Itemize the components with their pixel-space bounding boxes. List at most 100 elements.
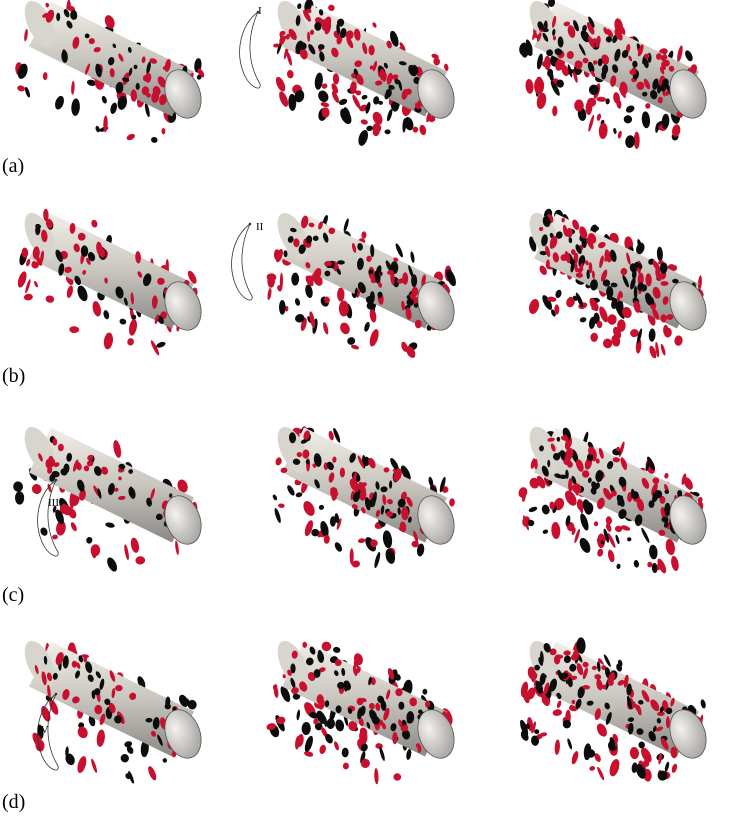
vortex-blob (346, 336, 356, 346)
vortex-blob (551, 522, 561, 540)
vortex-blob (378, 746, 386, 761)
vortex-blob (275, 457, 283, 467)
vortex-blob (664, 473, 670, 479)
vortex-blob (627, 537, 632, 542)
panel-label: (c) (2, 584, 24, 606)
vortex-blob (161, 128, 165, 134)
vortex-blob (103, 14, 117, 30)
simulation-image (18, 636, 207, 784)
vortex-blob (322, 322, 329, 335)
simulation-image (523, 208, 712, 359)
orbit-label: I (258, 5, 262, 17)
vortex-blob (552, 106, 558, 117)
vortex-blob (372, 22, 378, 29)
vortex-blob (326, 718, 335, 729)
vortex-blob (321, 641, 331, 651)
simulation-image (16, 208, 207, 356)
vortex-blob (361, 231, 366, 238)
orbit-point (55, 479, 58, 482)
vortex-blob (24, 293, 34, 301)
vortex-blob (45, 295, 55, 304)
vortex-blob (320, 101, 330, 108)
vortex-blob (71, 81, 75, 95)
vortex-blob (617, 130, 622, 139)
vortex-blob (343, 218, 350, 233)
vortex-blob (670, 555, 680, 571)
vortex-blob (316, 89, 330, 104)
vortex-blob (422, 689, 427, 695)
vortex-blob (527, 298, 540, 315)
vortex-blob (330, 82, 339, 94)
vortex-blob (272, 494, 278, 501)
vortex-blob (648, 328, 655, 342)
vortex-blob (449, 498, 455, 507)
vortex-blob (394, 243, 404, 259)
vortex-blob (386, 108, 394, 121)
vortex-blob (123, 544, 130, 560)
vortex-blob (17, 85, 26, 93)
simulation-image (517, 422, 712, 574)
vortex-blob (671, 763, 678, 773)
vortex-blob (338, 321, 351, 336)
vortex-blob (338, 98, 348, 107)
vortex-blob (360, 119, 368, 126)
vortex-blob (39, 526, 49, 537)
vortex-blob (76, 725, 90, 740)
vortex-blob (119, 753, 130, 764)
vortex-blob (674, 335, 683, 346)
vortex-blob (596, 113, 602, 121)
vortex-blob (162, 758, 167, 764)
vortex-blob (645, 103, 651, 109)
vortex-blob (287, 70, 295, 79)
vortex-blob (333, 741, 340, 751)
vortex-blob (274, 75, 287, 92)
vortex-blob (534, 77, 544, 94)
vortex-blob (294, 298, 301, 307)
vortex-blob (342, 748, 349, 758)
vortex-blob (579, 513, 591, 532)
vortex-blob (418, 745, 422, 753)
vortex-blob (112, 439, 123, 458)
vortex-blob (103, 115, 108, 132)
vortex-blob (544, 56, 551, 70)
orbit-curve (232, 224, 253, 300)
panel-label: (a) (2, 155, 24, 177)
vortex-blob (174, 540, 179, 555)
vortex-blob (660, 343, 667, 356)
vortex-blob (12, 480, 24, 492)
vortex-blob (393, 773, 402, 782)
vortex-blob (542, 529, 549, 535)
vortex-blob (590, 333, 598, 342)
vortex-blob (647, 562, 652, 568)
vortex-blob (303, 750, 313, 758)
vortex-blob (648, 544, 658, 559)
orbit-label: II (256, 221, 264, 233)
vortex-blob (587, 114, 595, 132)
vortex-blob (350, 344, 359, 350)
vortex-blob (615, 534, 621, 544)
vortex-blob (301, 499, 317, 517)
vortex-blob (613, 128, 617, 135)
orbit-label: IV (37, 724, 49, 736)
vortex-blob (541, 504, 551, 516)
vortex-blob (405, 748, 412, 760)
simulation-image (518, 636, 712, 782)
vortex-blob (597, 548, 604, 557)
vortex-blob (52, 534, 58, 540)
vortex-blob (374, 768, 379, 784)
vortex-blob (333, 73, 340, 85)
vortex-blob (661, 281, 669, 286)
vortex-blob (336, 705, 342, 713)
vortex-blob (596, 96, 606, 102)
vortex-blob (570, 750, 579, 765)
vortex-blob (291, 273, 299, 286)
vortex-blob (361, 94, 368, 100)
vortex-blob (358, 538, 366, 544)
vortex-blob (109, 102, 118, 115)
vortex-blob (327, 4, 335, 12)
vortex-blob (279, 300, 286, 315)
vortex-blob (664, 761, 670, 772)
vortex-blob (150, 136, 158, 143)
vortex-blob (594, 521, 599, 526)
orbit-label: III (48, 497, 59, 509)
